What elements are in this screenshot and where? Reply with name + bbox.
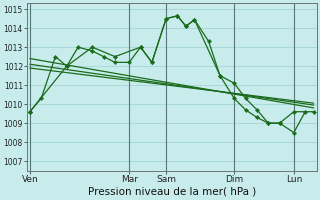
X-axis label: Pression niveau de la mer( hPa ): Pression niveau de la mer( hPa ) xyxy=(88,187,256,197)
